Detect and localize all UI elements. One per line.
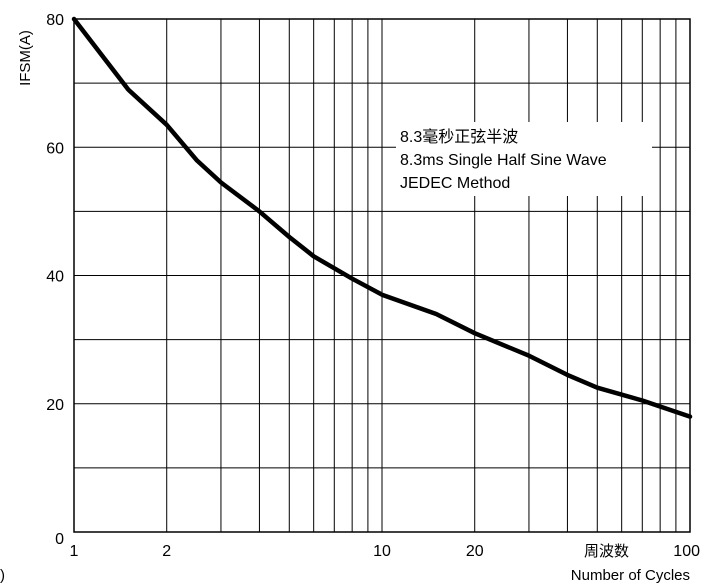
annotation-background [396, 122, 652, 196]
x-axis-label-cn: 周波数 [584, 543, 629, 560]
annotation-line-2: 8.3ms Single Half Sine Wave [400, 152, 607, 169]
y-tick-label: 60 [46, 140, 64, 157]
y-tick-labels: 0 20 40 60 80 [46, 12, 64, 548]
x-tick-label: 20 [466, 543, 484, 560]
series-line [71, 16, 693, 419]
annotation-line-1: 8.3毫秒正弦半波 [400, 127, 518, 146]
x-tick-label: 2 [162, 543, 171, 560]
x-tick-label: 100 [673, 543, 700, 560]
plot-frame [73, 18, 691, 533]
y-tick-label: 0 [55, 531, 64, 548]
x-tick-label: 1 [70, 543, 79, 560]
x-axis-label: Number of Cycles [571, 567, 690, 584]
annotation-line-3: JEDEC Method [400, 175, 510, 192]
y-tick-label: 20 [46, 397, 64, 414]
stray-paren: ) [0, 567, 5, 584]
x-tick-labels: 1 2 10 20 100 [70, 543, 701, 560]
y-axis-label: IFSM(A) [17, 30, 34, 86]
x-tick-label: 10 [373, 543, 391, 560]
y-tick-label: 40 [46, 269, 64, 286]
y-tick-label: 80 [46, 12, 64, 29]
